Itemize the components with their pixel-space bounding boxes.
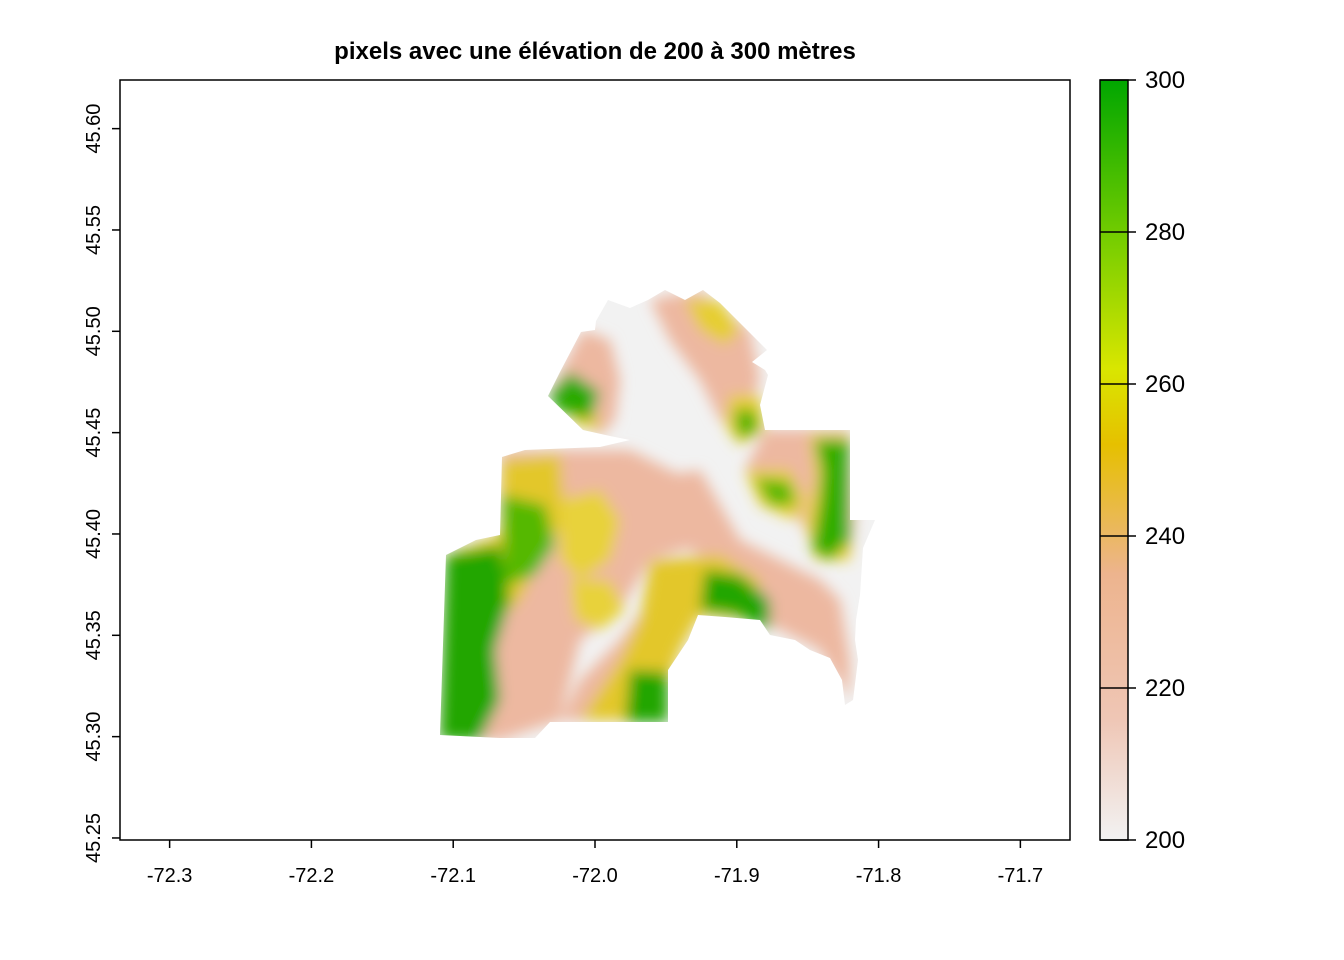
y-tick-label: 45.35: [83, 610, 105, 660]
legend-ticks: 200 220 240 260 280 300: [1100, 67, 1185, 854]
x-tick-label: -72.0: [572, 865, 618, 887]
y-tick-label: 45.25: [83, 813, 105, 863]
x-tick-label: -71.8: [856, 865, 902, 887]
legend-tick-label: 240: [1145, 523, 1185, 550]
x-tick-label: -71.7: [998, 865, 1044, 887]
y-tick-label: 45.40: [83, 509, 105, 559]
legend-tick-label: 220: [1145, 675, 1185, 702]
legend-tick-label: 280: [1145, 219, 1185, 246]
y-tick-label: 45.55: [83, 205, 105, 255]
legend-tick-label: 260: [1145, 371, 1185, 398]
x-tick-label: -72.3: [147, 865, 193, 887]
y-tick-label: 45.60: [83, 104, 105, 154]
y-tick-label: 45.50: [83, 306, 105, 356]
legend: 200 220 240 260 280 300: [1099, 67, 1185, 854]
legend-tick-label: 200: [1145, 827, 1185, 854]
x-tick-label: -72.1: [430, 865, 476, 887]
legend-color-bar: [1099, 79, 1129, 841]
y-tick-label: 45.30: [83, 712, 105, 762]
x-axis: -72.3 -72.2 -72.1 -72.0 -71.9 -71.8 -71.7: [147, 840, 1043, 887]
x-tick-label: -72.2: [289, 865, 335, 887]
legend-tick-label: 300: [1145, 67, 1185, 94]
plot-title: pixels avec une élévation de 200 à 300 m…: [334, 38, 856, 65]
y-tick-label: 45.45: [83, 408, 105, 458]
x-tick-label: -71.9: [714, 865, 760, 887]
y-axis: 45.25 45.30 45.35 45.40 45.45 45.50 45.55 45.60: [83, 104, 120, 863]
